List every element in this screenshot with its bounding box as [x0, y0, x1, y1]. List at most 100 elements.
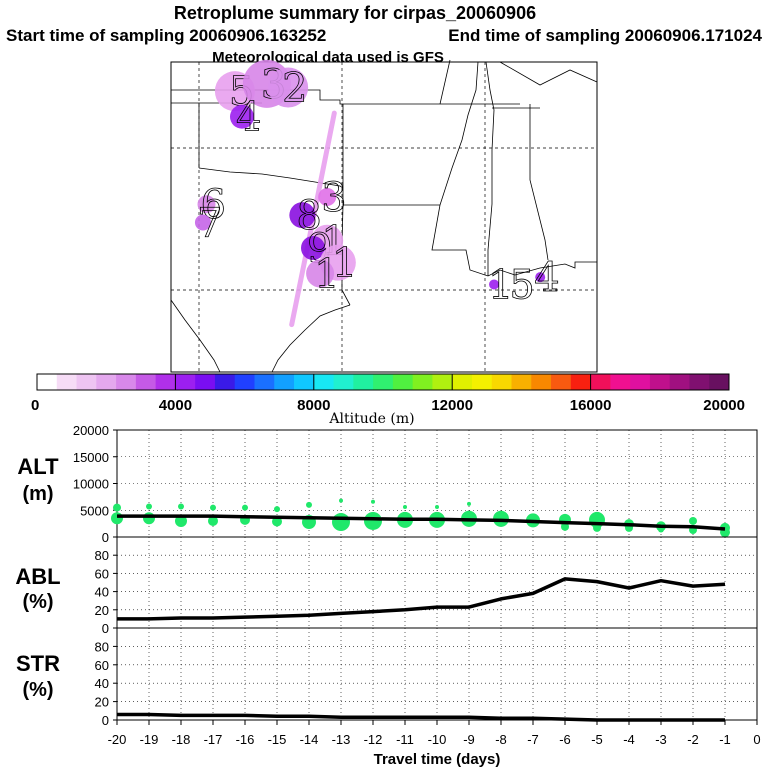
plume-marker-label: 1 [314, 252, 339, 298]
x-tick-label: -18 [172, 732, 191, 747]
y-tick-label: 5000 [80, 503, 109, 518]
colorbar-cell [353, 374, 374, 390]
colorbar-cell [175, 374, 196, 390]
colorbar-cell [313, 374, 335, 390]
abl-label: ABL [15, 564, 60, 589]
y-tick-label: 15000 [73, 450, 109, 465]
colorbar-cell [76, 374, 97, 390]
colorbar-cell [551, 374, 572, 390]
plume-marker-label: 3 [321, 175, 346, 221]
colorbar-frame [36, 373, 730, 391]
y-tick-label: 80 [95, 639, 109, 654]
altitude-scatter-point [242, 504, 248, 511]
colorbar-cell [511, 374, 532, 390]
colorbar-tick-label: 20000 [703, 397, 745, 414]
x-tick-label: -20 [108, 732, 127, 747]
map-graticule [171, 62, 597, 372]
x-tick-label: -19 [140, 732, 159, 747]
colorbar-cell [274, 374, 295, 390]
colorbar-cell [570, 374, 592, 390]
y-tick-label: 80 [95, 548, 109, 563]
plume-marker-dot [194, 214, 211, 231]
plume-markers: 532467381911154 [194, 59, 560, 309]
x-tick-label: -15 [268, 732, 287, 747]
x-tick-label: 0 [753, 732, 760, 747]
altitude-scatter-point [306, 501, 312, 508]
colorbar-cell [630, 374, 651, 390]
colorbar-cell [649, 374, 671, 390]
colorbar-cell [709, 374, 730, 390]
x-tick-label: -6 [559, 732, 571, 747]
y-tick-label: 0 [102, 621, 109, 636]
plume-marker-dot [306, 259, 335, 288]
start-time-label: Start time of sampling 20060906.163252 [6, 26, 326, 45]
x-tick-label: -3 [655, 732, 667, 747]
altitude-scatter-point [467, 501, 471, 506]
y-tick-label: 10000 [73, 477, 109, 492]
colorbar-cell [412, 374, 433, 390]
colorbar-cell [37, 374, 58, 390]
colorbar-cell [531, 374, 552, 390]
plume-marker-label: 7 [197, 200, 222, 246]
time-axis: -20 -19 -18 -17 -16 -15 -14 -13 -12 -11 -10 -9 -8 -7-… [108, 720, 761, 747]
x-tick-label: -7 [527, 732, 539, 747]
colorbar-cell [491, 374, 513, 390]
altitude-scatter-point [435, 505, 439, 510]
y-tick-label: 20 [95, 695, 109, 710]
colorbar-cell [669, 374, 690, 390]
plume-marker-label: 4 [534, 255, 559, 301]
x-tick-label: -17 [204, 732, 223, 747]
plume-marker-dot [230, 104, 254, 129]
plume-marker-dot [318, 187, 337, 206]
x-axis-label: Travel time (days) [374, 751, 501, 768]
altitude-panel: ALT (m) 0 5000 10000 15000 20000 [17, 423, 758, 545]
plume-marker-dot [301, 236, 325, 260]
colorbar-cell [155, 374, 176, 390]
altitude-scatter-point [364, 511, 382, 530]
altitude-scatter-point [208, 515, 218, 526]
end-time-label: End time of sampling 20060906.171024 [448, 26, 762, 45]
colorbar-cell [590, 374, 611, 390]
y-tick-label: 20 [95, 603, 109, 618]
panel-frame [116, 536, 758, 629]
x-tick-label: -8 [495, 732, 507, 747]
str-label: STR [16, 651, 60, 676]
altitude-scatter-point [210, 504, 216, 511]
x-tick-label: -11 [396, 732, 414, 747]
series-line [117, 577, 726, 621]
plume-marker-label: 4 [236, 95, 261, 141]
colorbar-cell [373, 374, 394, 390]
x-tick-label: -2 [687, 732, 699, 747]
y-tick-label: 20000 [73, 423, 109, 438]
colorbar-cell [452, 374, 473, 390]
colorbar-cell [432, 374, 453, 390]
plume-marker-dot [268, 67, 309, 108]
altitude-colorbar: 0 4000 8000 12000 16000 20000 Altitude (m) [31, 373, 745, 427]
plume-marker-label: 5 [509, 262, 534, 308]
x-tick-label: -5 [591, 732, 603, 747]
x-tick-label: -13 [332, 732, 351, 747]
colorbar-tick-label: 4000 [159, 397, 192, 414]
altitude-scatter-point [111, 512, 123, 525]
map-panel: 532467381911154 [170, 59, 598, 373]
altitude-scatter-point [689, 516, 697, 525]
colorbar-cell [116, 374, 137, 390]
colorbar-label: Altitude (m) [328, 411, 414, 427]
plume-marker-dot [489, 279, 500, 290]
x-tick-label: -16 [236, 732, 255, 747]
colorbar-cell [689, 374, 710, 390]
altitude-scatter-point [332, 513, 350, 532]
y-tick-label: 60 [95, 658, 109, 673]
figure-title: Retroplume summary for cirpas_20060906 [174, 3, 536, 23]
plume-marker-label: 2 [282, 66, 307, 112]
colorbar-cell [135, 374, 157, 390]
altitude-scatter-point [175, 514, 187, 527]
colorbar-ticks: 0 4000 8000 12000 16000 20000 [31, 374, 745, 414]
colorbar-tick-label: 16000 [570, 397, 612, 414]
colorbar-cell [234, 374, 255, 390]
y-tick-label: 0 [102, 713, 109, 728]
altitude-scatter-point [561, 522, 569, 531]
altitude-scatter-point [143, 512, 155, 525]
str-unit: (%) [22, 679, 53, 701]
